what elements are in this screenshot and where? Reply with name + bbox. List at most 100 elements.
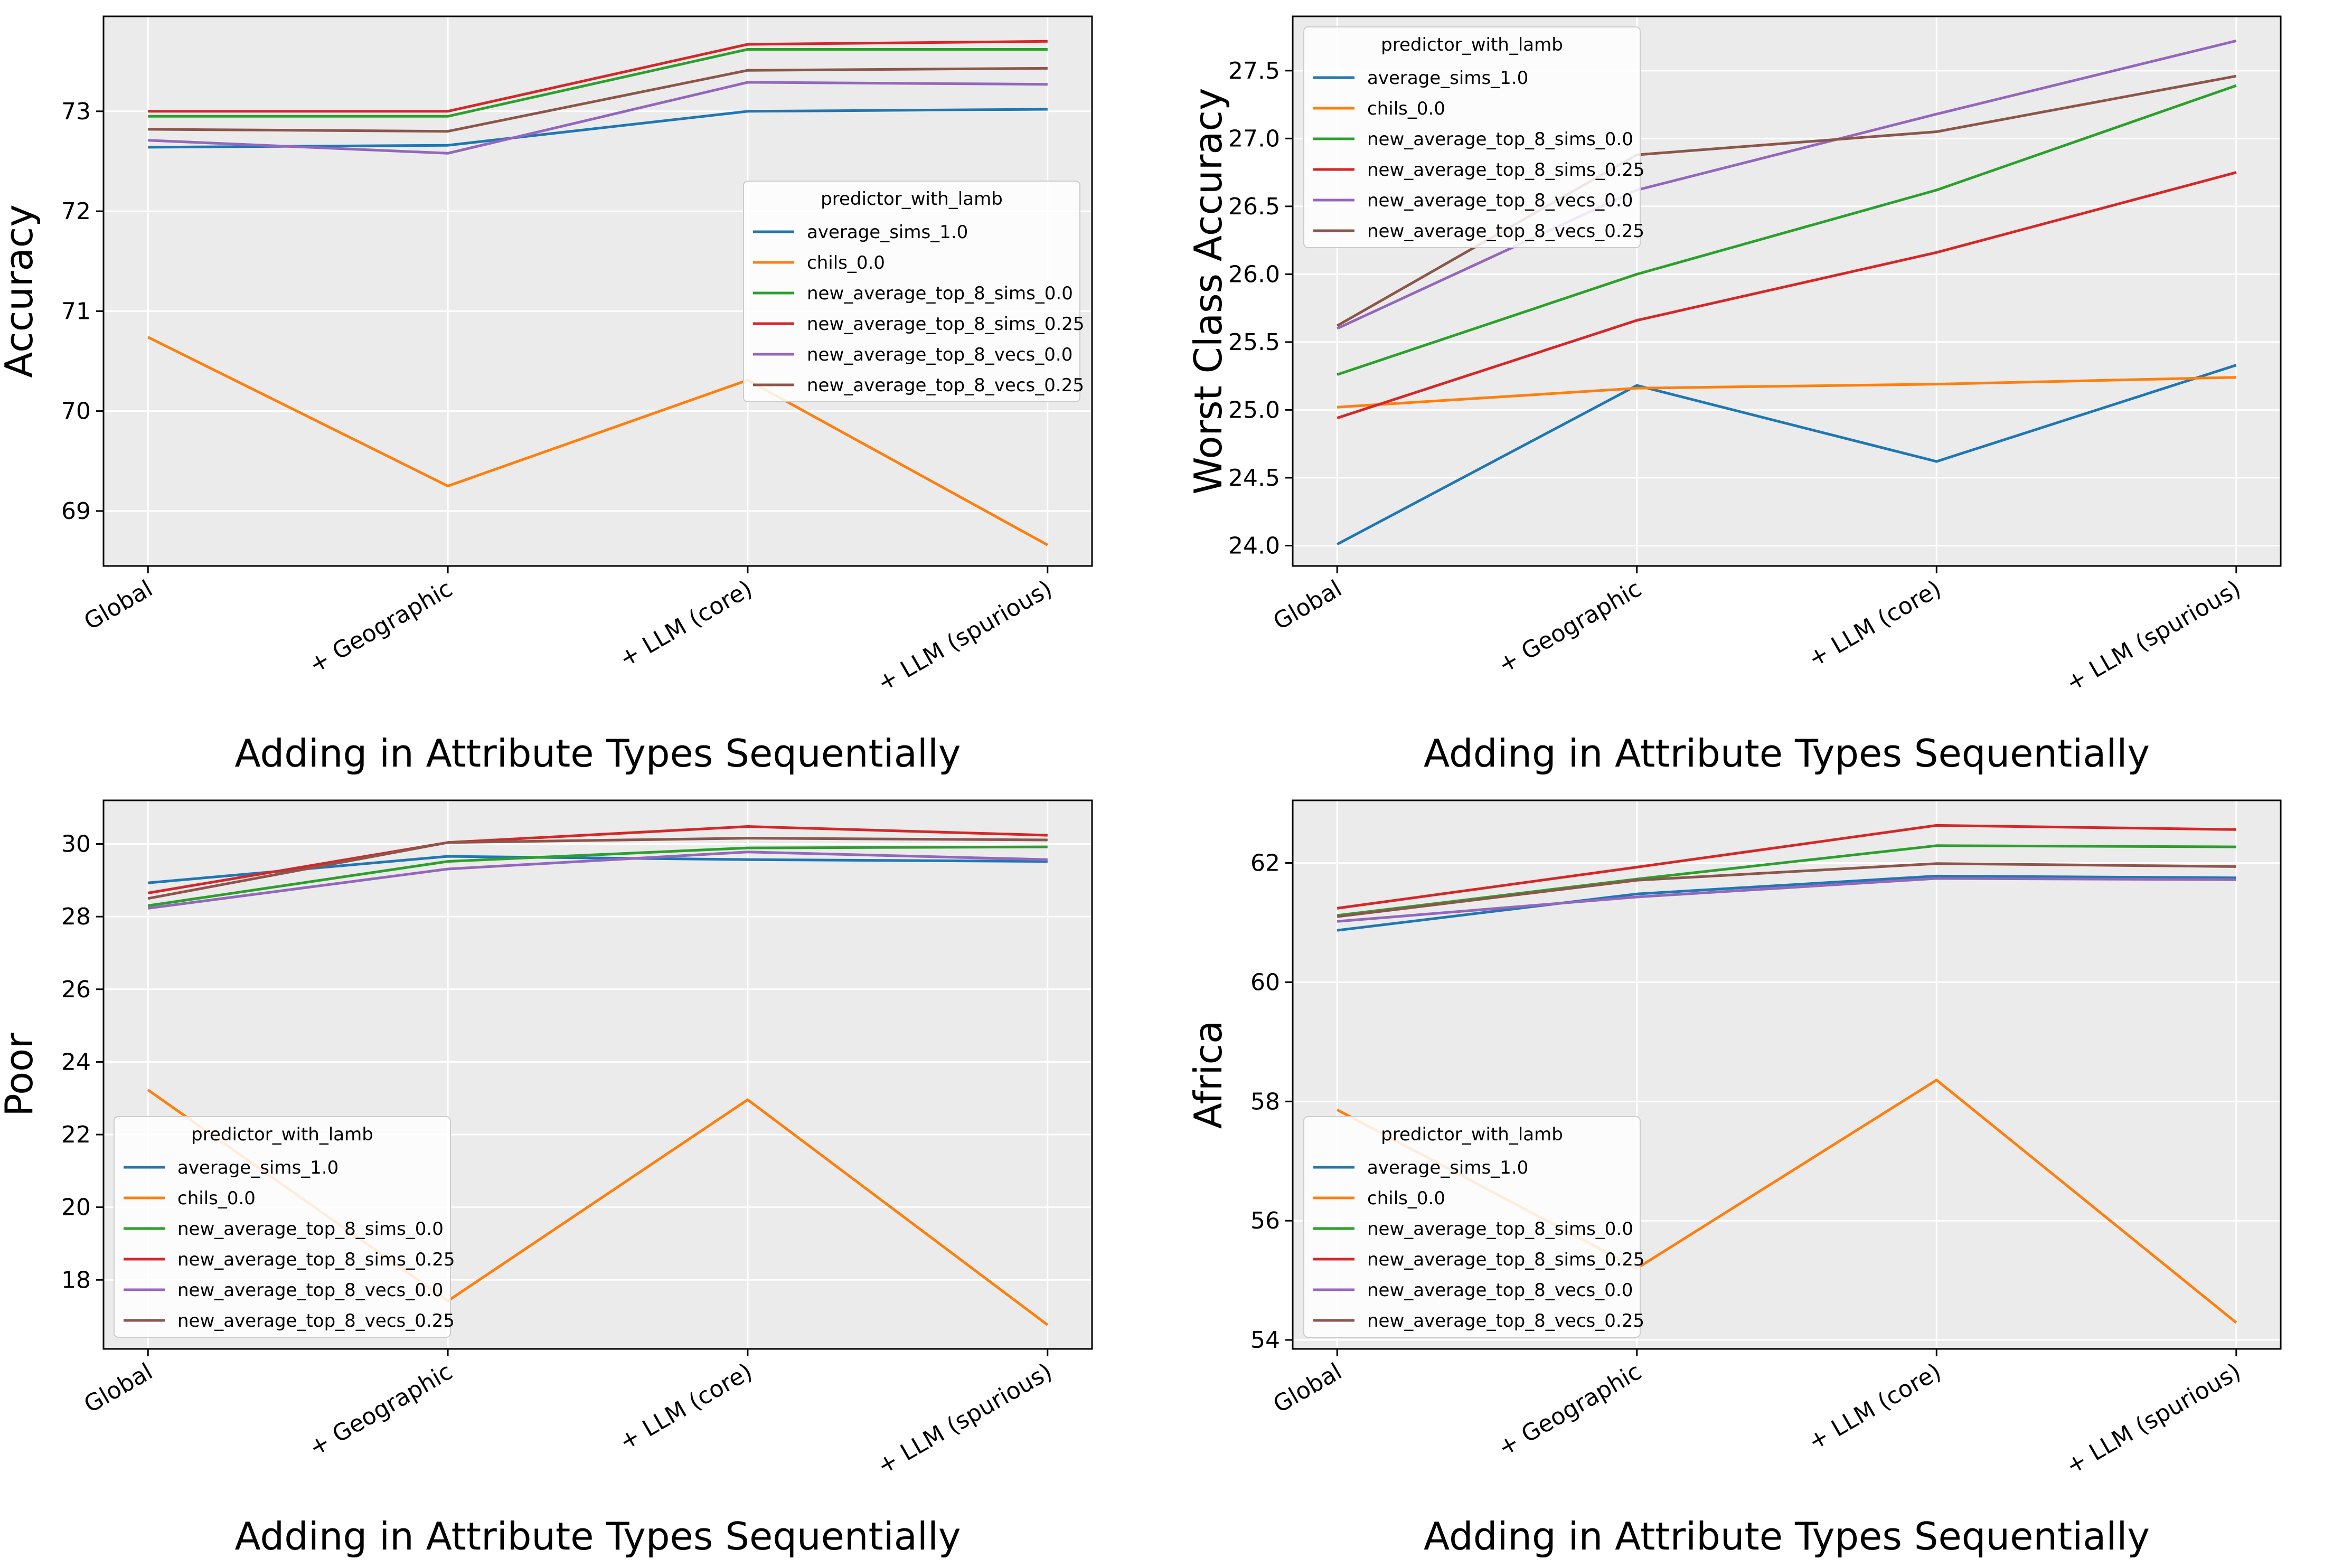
x-tick-label: Global [80, 575, 157, 635]
y-tick-label: 71 [61, 298, 91, 325]
legend-entry: new_average_top_8_vecs_0.0 [807, 344, 1072, 365]
legend-entry: chils_0.0 [1367, 1188, 1445, 1209]
legend: predictor_with_lamb average_sims_1.0chils… [743, 181, 1085, 402]
y-tick-label: 20 [61, 1194, 91, 1221]
x-axis-label: Adding in Attribute Types Sequentially [1424, 731, 2150, 776]
legend-box [1303, 1116, 1641, 1338]
y-tick-label: 72 [61, 198, 91, 225]
y-axis-label: Accuracy [0, 204, 41, 378]
x-tick-label: + LLM (core) [1804, 575, 1946, 673]
y-tick-label: 25.0 [1228, 396, 1280, 423]
plot-frame [1292, 15, 2282, 567]
y-axis-label: Africa [1186, 1021, 1230, 1129]
y-tick-label: 62 [1250, 850, 1280, 877]
x-tick-label: + Geographic [1493, 1358, 1646, 1461]
series-line-new-average-top-8-sims-0-25 [147, 825, 1048, 894]
legend-title: predictor_with_lamb [1381, 34, 1563, 55]
legend-entry: new_average_top_8_sims_0.0 [1367, 129, 1633, 150]
series-line-new-average-top-8-vecs-0-0 [1337, 877, 2236, 923]
series-line-new-average-top-8-vecs-0-25 [147, 837, 1048, 900]
legend-entry: average_sims_1.0 [1367, 68, 1528, 89]
legend-entry: average_sims_1.0 [1367, 1157, 1528, 1178]
x-tick-label: + Geographic [1493, 575, 1646, 678]
y-tick-label: 73 [61, 98, 91, 125]
y-tick-label: 28 [61, 903, 91, 930]
legend-entry: new_average_top_8_vecs_0.25 [1367, 1310, 1644, 1331]
legend-entry: new_average_top_8_sims_0.25 [807, 314, 1085, 335]
x-tick-label: + LLM (core) [1804, 1358, 1946, 1456]
y-tick-label: 60 [1250, 969, 1280, 996]
y-tick-label: 18 [61, 1267, 91, 1293]
chart-panel-2: 24.0 24.5 25.0 25.5 26.0 26.5 27.0 27.5 Global + … [1186, 15, 2282, 776]
chart-panel-3: 18 20 22 24 26 28 30 Global + Geographic + LLM (c… [0, 799, 1093, 1558]
legend-box [743, 181, 1080, 402]
legend: predictor_with_lamb average_sims_1.0chils… [1303, 26, 1645, 248]
series-line-new-average-top-8-vecs-0-0 [148, 81, 1048, 155]
legend-entry: new_average_top_8_vecs_0.0 [1367, 190, 1633, 211]
legend: predictor_with_lamb average_sims_1.0chils… [114, 1116, 455, 1338]
x-tick-label: Global [80, 1358, 157, 1418]
y-tick-label: 26.5 [1228, 193, 1280, 220]
y-tick-label: 54 [1250, 1327, 1280, 1354]
x-axis-label: Adding in Attribute Types Sequentially [235, 1514, 961, 1558]
y-tick-label: 26.0 [1228, 261, 1280, 288]
legend-box [114, 1116, 451, 1338]
legend-title: predictor_with_lamb [191, 1124, 373, 1145]
y-tick-label: 69 [61, 498, 91, 525]
x-axis-label: Adding in Attribute Types Sequentially [235, 731, 961, 776]
legend-entry: new_average_top_8_vecs_0.25 [177, 1310, 455, 1331]
x-tick-label: + Geographic [305, 575, 457, 678]
y-tick-label: 24.0 [1228, 532, 1280, 559]
legend-box [1303, 26, 1641, 248]
series-line-new-average-top-8-vecs-0-0 [147, 851, 1048, 910]
series-line-average-sims-1-0 [1337, 874, 2236, 932]
y-tick-label: 22 [61, 1121, 91, 1148]
y-tick-label: 26 [61, 976, 91, 1003]
legend-title: predictor_with_lamb [1381, 1124, 1563, 1145]
x-tick-label: + Geographic [305, 1358, 457, 1461]
series-line-new-average-top-8-sims-0-0 [148, 48, 1048, 118]
chart-panel-4: 54 56 58 60 62 Global + Geographic + LLM (core)… [1186, 799, 2282, 1558]
legend-entry: new_average_top_8_sims_0.0 [807, 283, 1073, 304]
y-tick-label: 27.5 [1228, 58, 1280, 84]
x-tick-label: + LLM (spurious) [873, 1358, 1057, 1480]
y-tick-label: 24 [61, 1049, 91, 1075]
legend-entry: new_average_top_8_sims_0.0 [177, 1218, 444, 1240]
legend-entry: new_average_top_8_sims_0.25 [1367, 159, 1645, 181]
series-line-chils-0-0 [147, 336, 1049, 546]
plot-frame [102, 15, 1093, 567]
series-line-new-average-top-8-vecs-0-0 [1337, 39, 2237, 330]
y-axis-label: Worst Class Accuracy [1186, 88, 1230, 494]
legend: predictor_with_lamb average_sims_1.0chils… [1303, 1116, 1645, 1338]
x-tick-label: Global [1269, 1358, 1347, 1418]
legend-entry: new_average_top_8_vecs_0.0 [177, 1280, 443, 1301]
legend-entry: new_average_top_8_sims_0.0 [1367, 1218, 1633, 1240]
legend-entry: chils_0.0 [807, 252, 885, 273]
legend-entry: new_average_top_8_sims_0.25 [1367, 1249, 1645, 1270]
legend-entry: new_average_top_8_vecs_0.25 [807, 375, 1084, 396]
x-tick-label: + LLM (spurious) [873, 575, 1057, 697]
x-tick-label: + LLM (spurious) [2062, 1358, 2245, 1480]
legend-entry: new_average_top_8_vecs_0.0 [1367, 1280, 1633, 1301]
y-tick-label: 56 [1250, 1207, 1280, 1234]
plot-frame [102, 799, 1093, 1350]
legend-entry: average_sims_1.0 [807, 222, 968, 243]
y-tick-label: 70 [61, 398, 91, 425]
legend-title: predictor_with_lamb [821, 188, 1003, 210]
series-line-new-average-top-8-sims-0-25 [1337, 171, 2237, 420]
x-tick-label: + LLM (spurious) [2062, 575, 2245, 697]
x-axis-label: Adding in Attribute Types Sequentially [1424, 1514, 2150, 1558]
y-tick-label: 25.5 [1228, 329, 1280, 356]
series-line-new-average-top-8-vecs-0-25 [1337, 862, 2236, 918]
chart-panel-1: 69 70 71 72 73 Global + Geographic + LLM (core)… [0, 15, 1093, 776]
y-tick-label: 27.0 [1228, 125, 1280, 152]
legend-entry: average_sims_1.0 [177, 1157, 338, 1178]
legend-entry: new_average_top_8_sims_0.25 [177, 1249, 455, 1270]
legend-entry: chils_0.0 [1367, 98, 1445, 119]
y-tick-label: 30 [61, 831, 91, 858]
series-line-chils-0-0 [1337, 376, 2236, 409]
x-tick-label: + LLM (core) [615, 575, 757, 673]
x-tick-label: Global [1269, 575, 1347, 635]
plot-frame [1292, 799, 2282, 1350]
